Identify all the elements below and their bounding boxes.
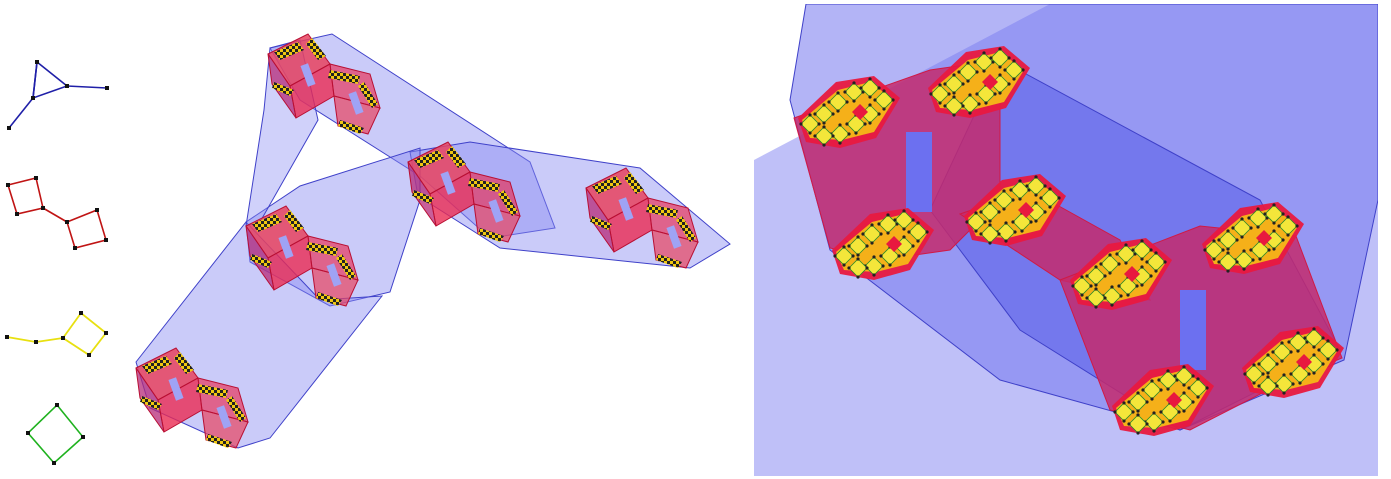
blue-graph-icon (7, 60, 109, 130)
yellow-graph-icon (5, 311, 108, 357)
legend-graphs (5, 60, 109, 465)
product-graph-zoom (754, 4, 1378, 476)
zoom-blue-gap-left (906, 132, 932, 212)
green-graph-icon (26, 403, 85, 465)
red-graph-icon (6, 176, 108, 250)
product-graph-overview (135, 33, 731, 449)
zoom-blue-gap-right (1180, 290, 1206, 370)
